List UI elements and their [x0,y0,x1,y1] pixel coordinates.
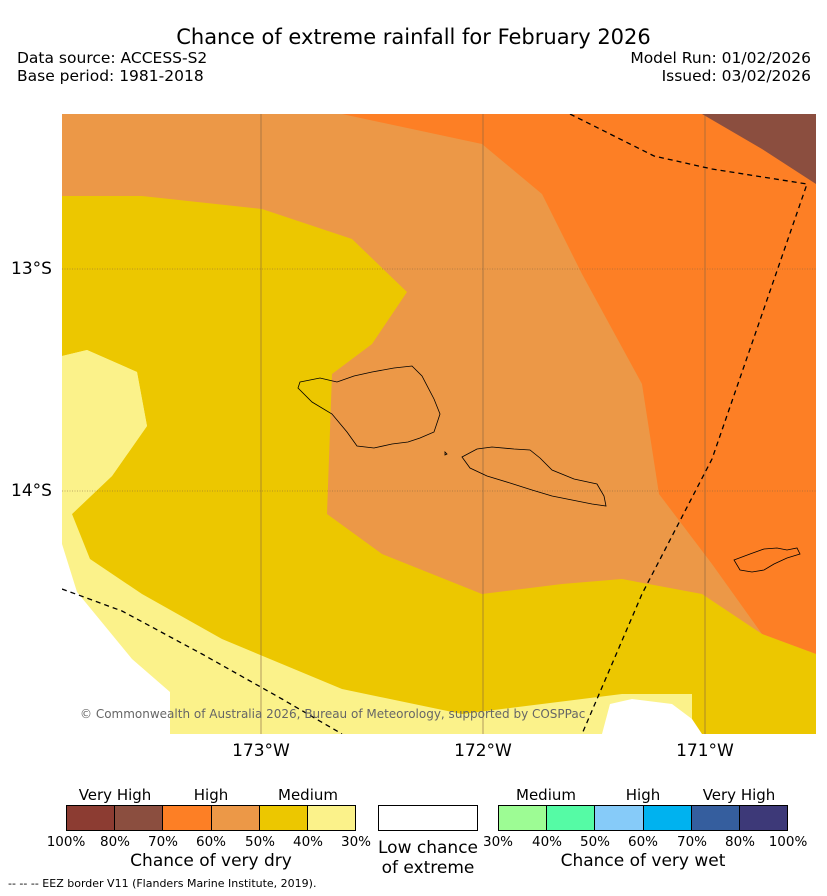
longitude-label-173w: 173°W [232,741,290,761]
model-run: Model Run: 01/02/2026 [630,49,811,67]
wet-swatch [643,806,692,830]
data-source: Data source: ACCESS-S2 [17,49,208,67]
copyright-notice: © Commonwealth of Australia 2026, Bureau… [80,707,586,721]
region-dry-70-80 [702,114,816,184]
wet-header-very-high: Very High [702,786,776,804]
longitude-label-171w: 171°W [676,741,734,761]
low-chance-swatch [378,805,478,831]
issued-date: Issued: 03/02/2026 [661,67,811,85]
wet-tick: 40% [531,834,562,850]
dry-tick: 50% [244,834,275,850]
dry-swatch [163,806,212,830]
low-chance-label-line2: of extreme [381,858,475,878]
island-upolu [461,446,607,507]
island-tutuila [733,547,801,573]
region-low-chance-south [602,699,702,734]
longitude-label-172w: 172°W [454,741,512,761]
wet-tick: 70% [676,834,707,850]
dry-tick: 30% [340,834,371,850]
eez-border-southwest [62,588,343,734]
base-period: Base period: 1981-2018 [17,67,204,85]
dry-header-high: High [193,786,229,804]
rainfall-map[interactable] [62,114,816,734]
island-savaii [297,365,441,449]
dry-header-very-high: Very High [78,786,152,804]
latitude-label-13s: 13°S [11,259,52,279]
latitude-label-14s: 14°S [11,481,52,501]
dry-swatch [259,806,308,830]
dry-tick: 80% [99,834,130,850]
eez-border-east [569,114,808,734]
region-dry-30-40-west [62,350,147,534]
dry-legend-title: Chance of very dry [130,851,292,871]
dry-swatch [115,806,164,830]
wet-swatch [595,806,644,830]
wet-header-high: High [625,786,661,804]
dry-tick: 60% [195,834,226,850]
island-manono [444,451,448,456]
map-title: Chance of extreme rainfall for February … [176,25,651,49]
dry-swatch [211,806,260,830]
region-dry-40-50 [62,196,816,734]
dry-tick: 70% [147,834,178,850]
wet-swatch [547,806,596,830]
wet-swatch [739,806,788,830]
dry-tick: 40% [292,834,323,850]
low-chance-label-line1: Low chance [378,838,478,858]
wet-tick: 80% [724,834,755,850]
eez-border-footnote: -- -- -- EEZ border V11 (Flanders Marine… [8,877,317,890]
wet-colorbar [498,805,788,831]
region-dry-30-40 [62,350,692,734]
wet-tick: 30% [482,834,513,850]
wet-header-medium: Medium [516,786,576,804]
dry-header-medium: Medium [278,786,338,804]
wet-swatch [691,806,740,830]
wet-tick: 100% [768,834,808,850]
dry-colorbar [66,805,356,831]
dry-swatch [67,806,116,830]
wet-legend-title: Chance of very wet [560,851,726,871]
wet-tick: 50% [579,834,610,850]
region-dry-60-70 [342,114,816,654]
dry-swatch [307,806,356,830]
wet-tick: 60% [627,834,658,850]
wet-swatch [499,806,548,830]
dry-tick: 100% [46,834,86,850]
region-low-chance [62,544,170,734]
